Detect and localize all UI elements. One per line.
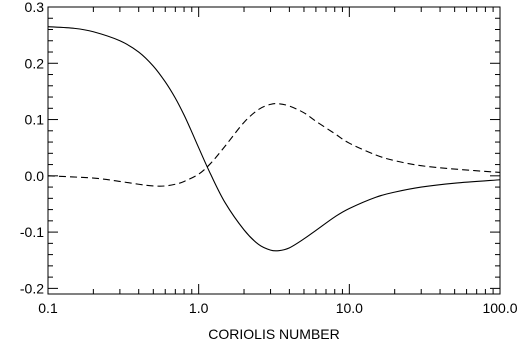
y-tick-label: -0.2 (20, 280, 44, 296)
y-tick-labels: -0.2 -0.1 0.0 0.1 0.2 0.3 (20, 0, 44, 296)
solid-series-line (47, 26, 501, 252)
x-tick-label: 10.0 (336, 300, 363, 316)
x-tick-label: 0.1 (38, 300, 58, 316)
x-tick-labels: 0.1 1.0 10.0 100.0 (38, 300, 517, 316)
plot-frame (47, 6, 501, 295)
y-tick-label: 0.1 (25, 112, 45, 128)
x-tick-label: 100.0 (482, 300, 517, 316)
series-lines (47, 26, 501, 252)
axis-ticks (47, 6, 501, 294)
y-tick-label: 0.0 (25, 168, 45, 184)
y-tick-label: -0.1 (20, 224, 44, 240)
y-tick-label: 0.3 (25, 0, 45, 15)
x-tick-label: 1.0 (189, 300, 209, 316)
x-axis-title: CORIOLIS NUMBER (208, 326, 339, 342)
dashed-series-line (47, 103, 501, 187)
y-tick-label: 0.2 (25, 55, 45, 71)
